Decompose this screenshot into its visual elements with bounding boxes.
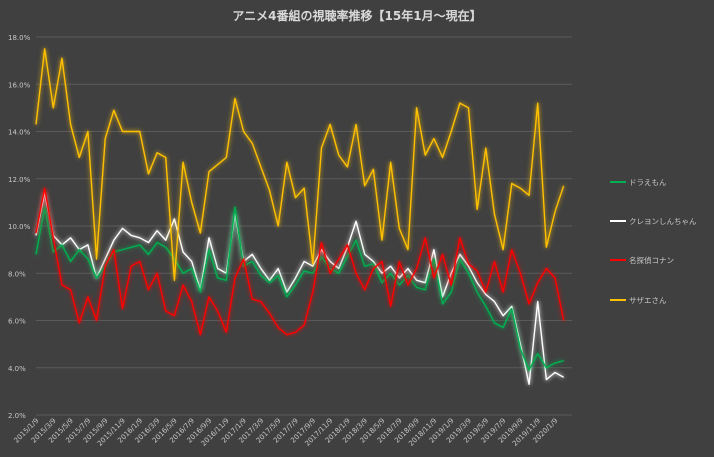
y-axis: 2.0% 4.0% 6.0% 8.0% 10.0% 12.0% 14.0% 16.0% 18.0… — [8, 34, 31, 420]
series-lines — [35, 48, 565, 385]
y-tick-label: 16.0% — [8, 81, 31, 89]
legend-label: ドラえもん — [629, 178, 667, 187]
legend-label: サザエさん — [629, 296, 667, 305]
y-tick-label: 6.0% — [8, 318, 26, 326]
y-tick-label: 2.0% — [8, 412, 26, 420]
legend-label: 名探偵コナン — [629, 255, 674, 265]
series-line-3 — [35, 48, 565, 282]
y-tick-label: 12.0% — [8, 176, 31, 184]
x-axis: 2015/1/92015/3/92015/5/92015/7/92015/9/9… — [13, 417, 560, 448]
chart-title: アニメ4番組の視聴率推移【15年1月～現在】 — [232, 8, 481, 23]
y-tick-label: 18.0% — [8, 34, 31, 42]
series-line-0 — [35, 206, 564, 371]
y-tick-label: 10.0% — [8, 223, 31, 231]
series-line-1 — [35, 192, 564, 385]
gridlines — [36, 36, 572, 416]
y-tick-label: 8.0% — [8, 270, 26, 278]
y-tick-label: 14.0% — [8, 129, 31, 137]
y-tick-label: 4.0% — [8, 365, 26, 373]
series-line-2 — [35, 187, 565, 336]
legend-label: クレヨンしんちゃん — [629, 217, 697, 226]
